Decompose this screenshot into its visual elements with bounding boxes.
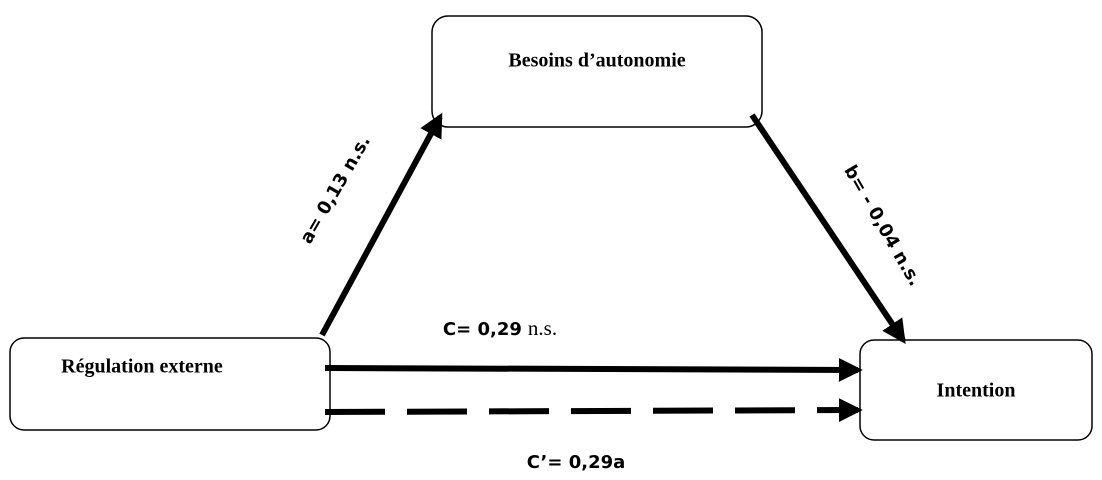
node-box — [431, 15, 763, 128]
dashed-arrow — [324, 398, 863, 423]
edge-label-main: C= 0,29 — [443, 319, 522, 340]
arrow — [319, 112, 443, 337]
edge-label: C’= 0,29a — [527, 452, 626, 473]
node-box — [859, 339, 1093, 441]
node-label: Régulation externe — [61, 356, 223, 378]
edge-label: b= - 0,04 n.s. — [839, 162, 925, 290]
edge-label: C= 0,29 n.s. — [443, 316, 557, 340]
node-label: Intention — [937, 380, 1016, 402]
arrow — [324, 357, 863, 382]
edge-label-note: n.s. — [528, 316, 557, 340]
edge-label: a= 0,13 n.s. — [296, 132, 375, 248]
arrow — [749, 113, 906, 344]
node-box — [9, 337, 331, 431]
node-label: Besoins d’autonomie — [508, 50, 685, 72]
